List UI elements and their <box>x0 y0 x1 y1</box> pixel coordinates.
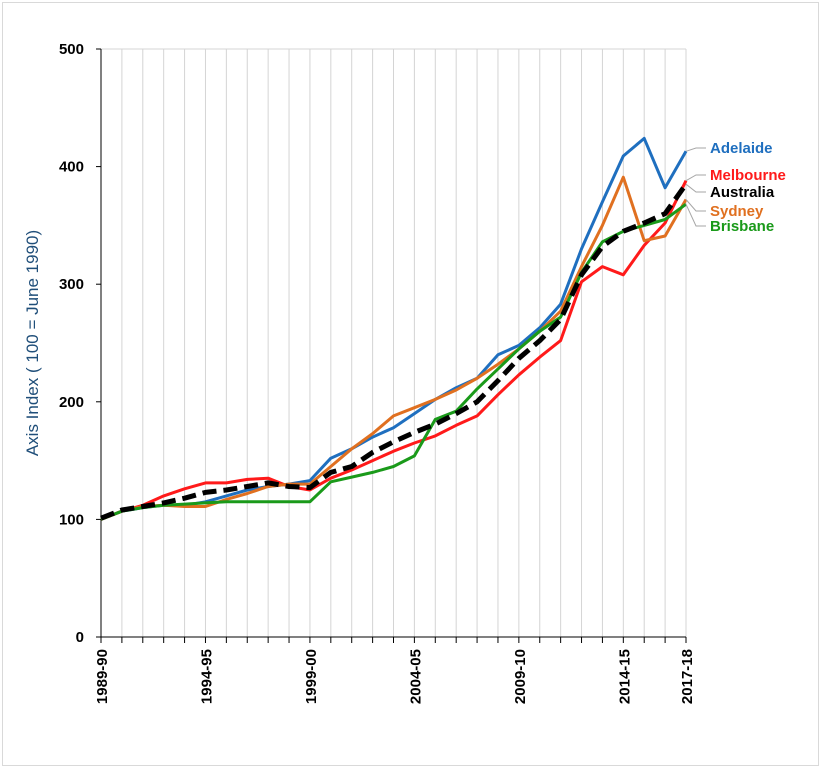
y-tick-label: 500 <box>59 41 84 58</box>
series-line-melbourne <box>100 180 688 521</box>
x-tick-label: 1994-95 <box>198 649 215 704</box>
y-tick-label: 100 <box>59 511 84 528</box>
series-label-adelaide: Adelaide <box>710 140 773 157</box>
x-tick-label: 2009-10 <box>512 649 529 704</box>
series-line-australia <box>100 182 689 521</box>
leader-line <box>685 183 706 193</box>
series-line-brisbane <box>100 202 687 521</box>
x-tick-labels: 1989-90 1994-95 1999-00 2004-05 2009-10 2014-… <box>94 649 696 704</box>
y-tick-label: 300 <box>59 276 84 293</box>
series-line-sydney <box>100 175 688 521</box>
grid <box>101 48 687 637</box>
series-label-sydney: Sydney <box>710 203 764 220</box>
series-label-brisbane: Brisbane <box>710 218 774 235</box>
x-tick-label: 1999-00 <box>303 649 320 704</box>
leader-line <box>685 174 706 182</box>
y-tick-label: 400 <box>59 159 84 176</box>
series-lines <box>100 136 689 521</box>
axes <box>96 48 687 643</box>
leader-line <box>685 199 706 212</box>
x-tick-label: 2014-15 <box>616 649 633 704</box>
series-label-melbourne: Melbourne <box>710 167 786 184</box>
x-tick-label: 2004-05 <box>407 649 424 704</box>
y-tick-label: 0 <box>76 629 84 646</box>
y-axis-label: Axis Index ( 100 = June 1990) <box>23 230 42 456</box>
leader-line <box>685 147 706 152</box>
y-tick-labels: 0 100 200 300 400 500 <box>59 41 84 646</box>
x-tick-label: 1989-90 <box>94 649 111 704</box>
y-tick-label: 200 <box>59 394 84 411</box>
x-tick-label: 2017-18 <box>679 649 696 704</box>
series-label-australia: Australia <box>710 184 775 201</box>
leader-line <box>685 203 706 227</box>
